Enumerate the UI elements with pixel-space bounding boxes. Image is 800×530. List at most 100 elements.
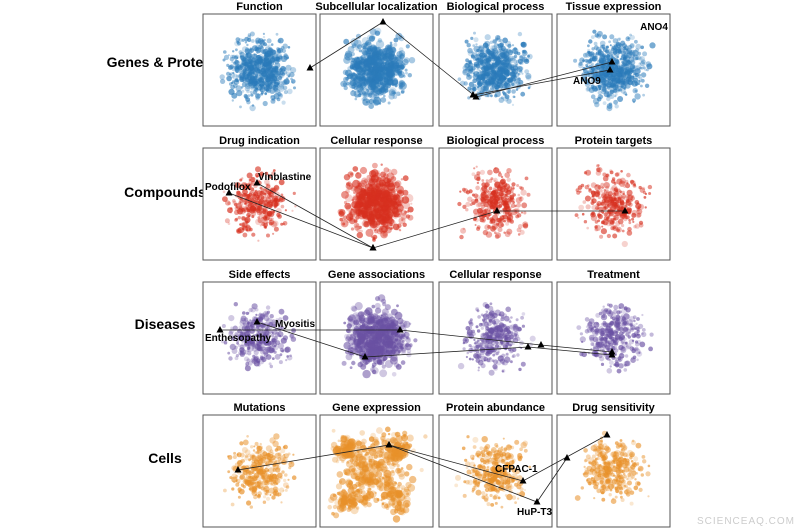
dot [363,342,369,348]
dot [364,41,370,46]
dot [366,48,373,55]
dot [229,56,235,62]
dot [248,361,253,366]
dot [242,322,245,325]
dot [244,48,251,54]
dot [389,41,393,45]
dot [220,78,226,84]
dot [476,171,481,176]
dot [361,42,368,50]
dot [511,103,515,106]
dot [278,76,283,81]
dot [496,79,499,82]
dot [229,64,235,70]
dot [370,315,379,324]
dot [616,59,620,63]
dot [262,35,266,39]
dot [524,69,530,74]
dot [221,324,226,328]
dot [278,360,283,365]
row-label: Compounds [124,184,206,200]
dot [387,180,395,188]
dot [503,51,510,58]
dot [497,43,500,47]
dot [252,358,257,363]
dot [513,54,518,59]
dot [495,199,499,203]
dot [265,67,271,73]
dot [472,84,477,89]
dot [260,74,267,80]
dot [502,92,507,96]
dot [262,70,266,74]
dot [477,82,483,87]
dot [265,43,268,47]
dot [629,208,632,212]
dot [503,95,509,102]
dot [475,43,478,46]
dot [615,226,622,233]
dot [627,197,631,202]
dot [609,44,612,47]
dot [252,203,257,208]
dot [400,360,406,365]
dot [486,64,493,71]
dot [614,216,617,219]
dot [262,42,267,47]
dot [294,205,297,208]
dot [269,364,273,369]
dot [362,70,365,74]
dot [598,50,605,57]
dot [487,74,491,78]
dot [401,340,405,343]
dot [488,61,495,68]
dot [490,77,493,81]
dot [271,357,275,360]
dot [373,205,377,209]
dot [504,56,510,62]
dot [222,58,226,62]
dot [378,318,381,322]
dot [260,91,264,94]
dot [261,39,265,43]
dot [617,96,624,102]
dot [373,71,378,76]
dot [605,185,610,190]
dot [609,199,612,203]
dot [364,54,369,60]
dot [259,190,265,196]
dot [290,67,297,74]
dot [527,86,531,90]
dot [392,210,400,218]
dot [585,63,589,67]
row-label: Diseases [135,316,196,332]
dot [398,47,404,52]
dot [388,53,397,63]
dot [365,40,372,46]
dot [250,39,255,43]
dot [634,89,638,93]
dot [354,302,363,311]
dot [400,90,405,94]
dot [481,182,486,187]
dot [484,34,491,41]
dot [245,76,251,83]
dot [268,66,272,70]
dot [471,66,476,71]
panel [438,147,553,261]
dot [635,54,641,61]
dot [400,178,404,181]
dot [271,67,276,73]
dot [362,323,366,327]
dot [486,61,490,64]
dot [602,175,609,182]
dot [514,69,517,72]
dot [408,57,416,64]
dot [224,218,230,224]
dot [249,60,254,65]
dot [499,66,503,70]
dot [280,55,288,62]
dot [351,345,357,351]
dot [375,63,379,67]
dot [601,225,604,228]
